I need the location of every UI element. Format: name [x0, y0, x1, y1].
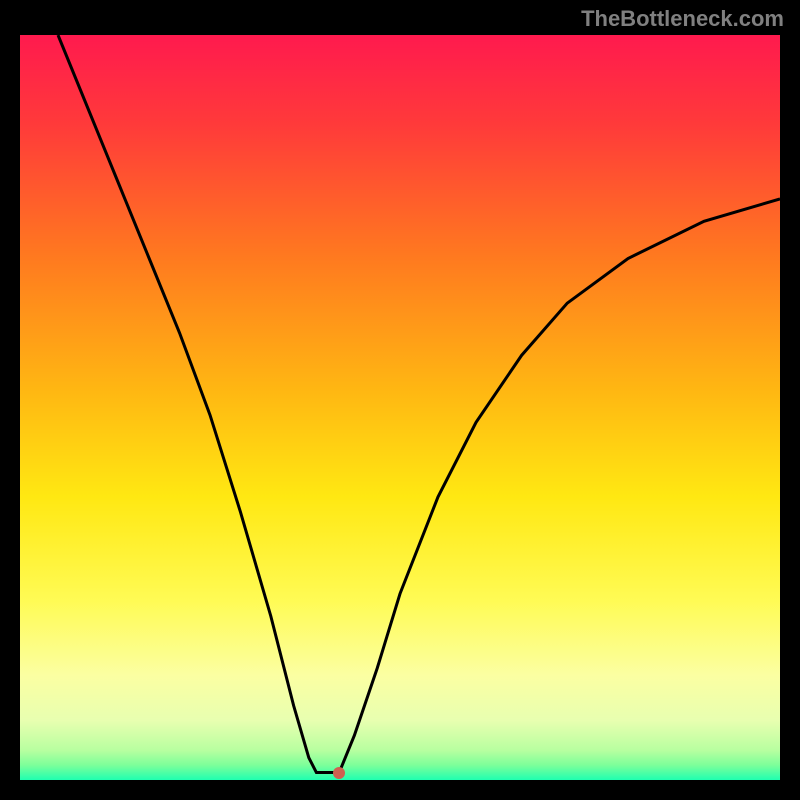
watermark-text: TheBottleneck.com: [581, 6, 784, 32]
optimal-marker: [333, 767, 345, 779]
plot-area: [20, 35, 780, 780]
bottleneck-curve: [20, 35, 780, 780]
curve-path: [58, 35, 780, 773]
